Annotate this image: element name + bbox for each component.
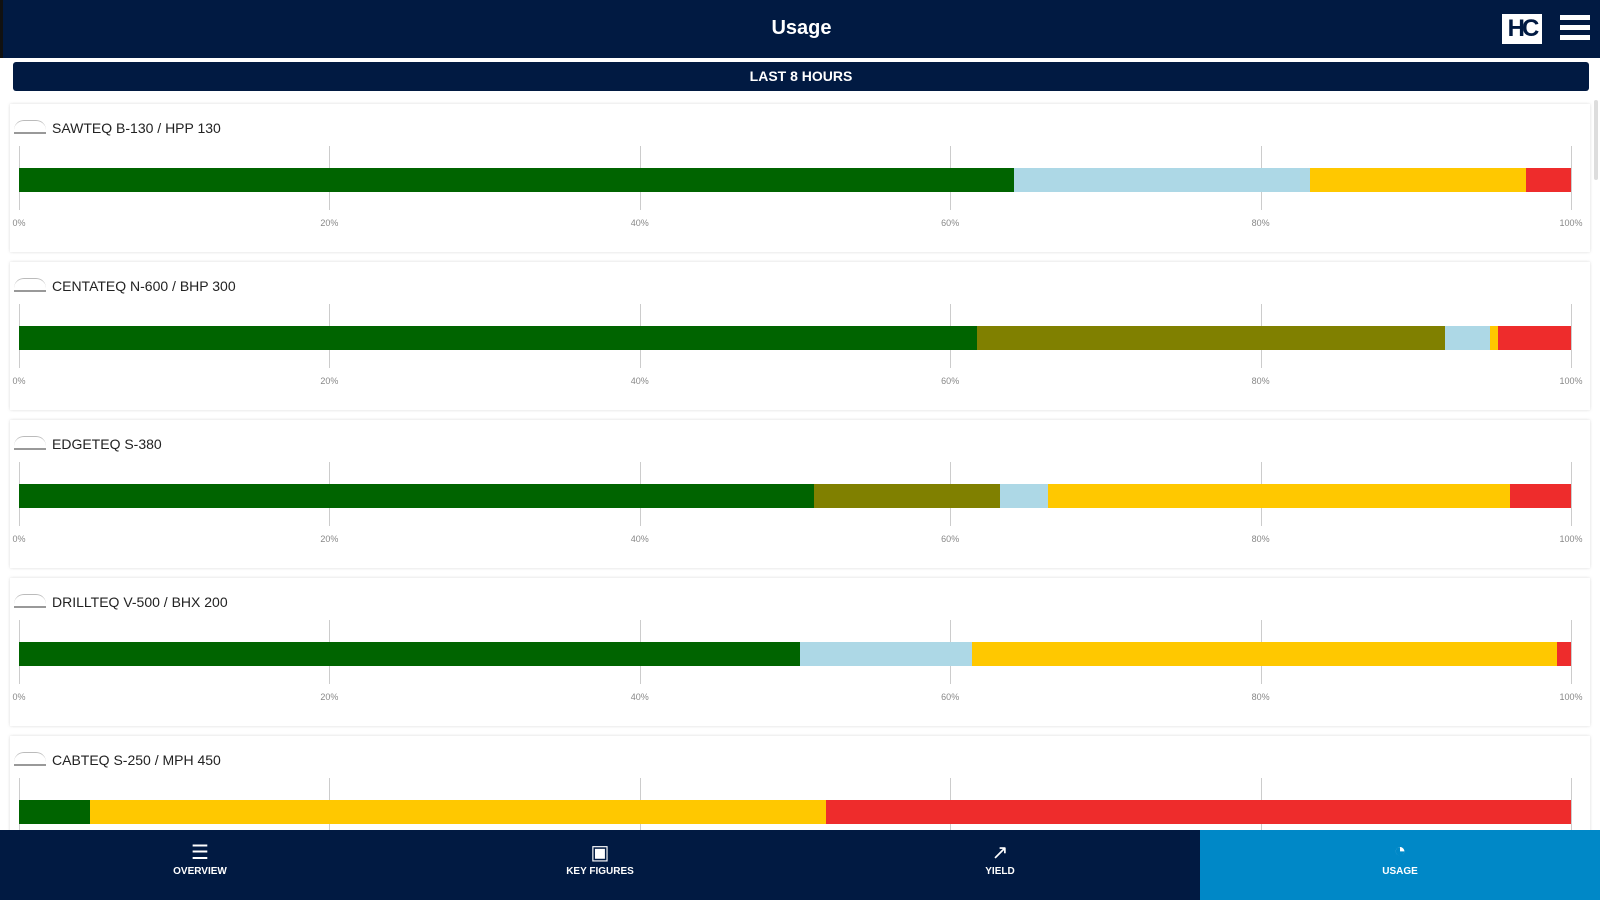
app-header: Usage HC <box>0 0 1600 58</box>
usage-segment-red[interactable] <box>1557 642 1571 666</box>
scrollbar[interactable] <box>1594 100 1598 180</box>
usage-segment-green[interactable] <box>19 642 800 666</box>
nav-usage[interactable]: ◔ USAGE <box>1200 830 1600 900</box>
usage-segment-yellow[interactable] <box>1490 326 1499 350</box>
gridline <box>1571 146 1572 210</box>
gridline <box>1571 778 1572 830</box>
nav-label: OVERVIEW <box>173 866 227 877</box>
tick-label: 100% <box>1559 534 1583 544</box>
tick-label: 80% <box>1251 534 1270 544</box>
page-title: Usage <box>771 17 832 39</box>
usage-segment-yellow[interactable] <box>1047 484 1511 508</box>
hamburger-menu-icon[interactable] <box>1560 15 1590 41</box>
usage-segment-red[interactable] <box>826 800 1571 824</box>
nav-yield[interactable]: ↗ YIELD <box>800 830 1200 900</box>
tick-label: 80% <box>1251 692 1270 702</box>
tick-label: 80% <box>1251 218 1270 228</box>
usage-segment-olive[interactable] <box>813 484 1000 508</box>
machine-card[interactable]: DRILLTEQ V-500 / BHX 200 0% 20% 40% 60% 80% 10… <box>10 578 1590 726</box>
usage-segment-red[interactable] <box>1510 484 1571 508</box>
machine-icon <box>14 436 46 450</box>
tick-label: 0% <box>12 376 26 386</box>
usage-segment-red[interactable] <box>1525 168 1571 192</box>
usage-segment-olive[interactable] <box>976 326 1446 350</box>
machine-icon <box>14 278 46 292</box>
bottom-nav: ☰ OVERVIEW ▣ KEY FIGURES ↗ YIELD ◔ USAGE <box>0 830 1600 900</box>
machine-card[interactable]: CABTEQ S-250 / MPH 450 0%20%40%60%80%100% <box>10 736 1590 830</box>
tick-label: 60% <box>941 218 960 228</box>
nav-label: KEY FIGURES <box>566 866 634 877</box>
usage-bar <box>19 326 1571 350</box>
time-range-banner[interactable]: LAST 8 HOURS <box>13 62 1589 91</box>
tick-label: 80% <box>1251 376 1270 386</box>
gridline <box>1571 304 1572 368</box>
gridline <box>1571 620 1572 684</box>
usage-chart: 0% 20% 40% 60% 80% 100% <box>12 620 1583 710</box>
usage-segment-lightblue[interactable] <box>799 642 972 666</box>
tick-label: 20% <box>320 692 339 702</box>
usage-bar <box>19 484 1571 508</box>
usage-segment-yellow[interactable] <box>90 800 827 824</box>
machine-card[interactable]: SAWTEQ B-130 / HPP 130 0% 20% 40% 60% 80% 100% <box>10 104 1590 252</box>
gauge-icon: ◔ <box>1393 840 1407 862</box>
tick-label: 40% <box>630 534 649 544</box>
usage-segment-yellow[interactable] <box>1310 168 1526 192</box>
chart-icon: ▣ <box>590 842 610 864</box>
usage-chart: 0% 20% 40% 60% 80% 100% <box>12 462 1583 552</box>
trend-icon: ↗ <box>991 842 1009 864</box>
usage-segment-lightblue[interactable] <box>999 484 1048 508</box>
machine-list: SAWTEQ B-130 / HPP 130 0% 20% 40% 60% 80% 100%… <box>0 100 1600 830</box>
tick-label: 100% <box>1559 692 1583 702</box>
tick-label: 0% <box>12 534 26 544</box>
nav-label: USAGE <box>1382 866 1418 877</box>
tick-label: 40% <box>630 376 649 386</box>
nav-key-figures[interactable]: ▣ KEY FIGURES <box>400 830 800 900</box>
hc-logo-icon: HC <box>1502 14 1542 44</box>
tick-label: 0% <box>12 692 26 702</box>
usage-bar <box>19 642 1571 666</box>
gridline <box>1571 462 1572 526</box>
nav-label: YIELD <box>985 866 1015 877</box>
usage-segment-lightblue[interactable] <box>1013 168 1311 192</box>
tick-label: 60% <box>941 376 960 386</box>
tick-label: 20% <box>320 218 339 228</box>
tick-label: 20% <box>320 376 339 386</box>
machine-name: EDGETEQ S-380 <box>52 436 162 452</box>
nav-overview[interactable]: ☰ OVERVIEW <box>0 830 400 900</box>
tick-label: 40% <box>630 692 649 702</box>
tick-label: 0% <box>12 218 26 228</box>
tick-label: 60% <box>941 534 960 544</box>
tick-label: 40% <box>630 218 649 228</box>
usage-chart: 0% 20% 40% 60% 80% 100% <box>12 304 1583 394</box>
usage-segment-green[interactable] <box>19 484 814 508</box>
usage-bar <box>19 800 1571 824</box>
list-icon: ☰ <box>191 842 209 864</box>
usage-chart: 0% 20% 40% 60% 80% 100% <box>12 146 1583 236</box>
machine-name: CENTATEQ N-600 / BHP 300 <box>52 278 236 294</box>
usage-segment-green[interactable] <box>19 168 1014 192</box>
usage-segment-red[interactable] <box>1498 326 1571 350</box>
machine-name: SAWTEQ B-130 / HPP 130 <box>52 120 221 136</box>
usage-segment-green[interactable] <box>19 800 91 824</box>
tick-label: 100% <box>1559 218 1583 228</box>
machine-card[interactable]: CENTATEQ N-600 / BHP 300 0% 20% 40% 60% 80% 10… <box>10 262 1590 410</box>
machine-icon <box>14 594 46 608</box>
usage-chart: 0%20%40%60%80%100% <box>19 778 1572 830</box>
machine-icon <box>14 752 46 766</box>
usage-segment-yellow[interactable] <box>971 642 1557 666</box>
usage-bar <box>19 168 1571 192</box>
machine-name: DRILLTEQ V-500 / BHX 200 <box>52 594 228 610</box>
usage-segment-lightblue[interactable] <box>1445 326 1491 350</box>
tick-label: 100% <box>1559 376 1583 386</box>
machine-name: CABTEQ S-250 / MPH 450 <box>52 752 221 768</box>
machine-icon <box>14 120 46 134</box>
usage-segment-green[interactable] <box>19 326 977 350</box>
tick-label: 60% <box>941 692 960 702</box>
tick-label: 20% <box>320 534 339 544</box>
machine-card[interactable]: EDGETEQ S-380 0% 20% 40% 60% 80% 100% <box>10 420 1590 568</box>
